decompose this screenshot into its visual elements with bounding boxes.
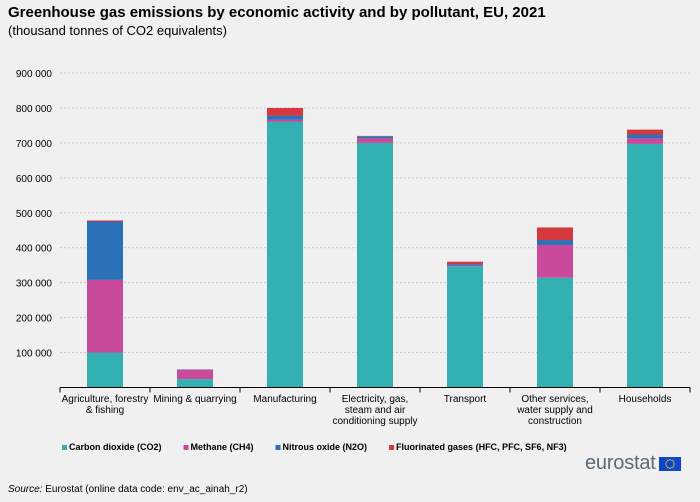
bar-segment — [627, 134, 663, 139]
y-tick-label: 800 000 — [16, 104, 53, 115]
bar-segment — [447, 264, 483, 266]
y-tick-label: 900 000 — [16, 69, 53, 80]
bar-segment — [87, 352, 123, 388]
flag-star — [666, 459, 669, 461]
bar-segment — [357, 136, 393, 139]
flag-star — [672, 460, 675, 463]
bar-segment — [267, 107, 303, 116]
bar-segment — [447, 261, 483, 265]
legend-swatch — [62, 445, 67, 450]
bar-segment — [537, 227, 573, 241]
flag-star — [672, 464, 675, 467]
flag-star — [665, 464, 667, 467]
flag-star — [671, 459, 673, 461]
x-tick-label: Agriculture, forestry — [62, 394, 149, 405]
flag-star — [668, 458, 671, 460]
flag-star — [671, 466, 673, 468]
legend-label: Nitrous oxide (N2O) — [283, 442, 368, 452]
legend-label: Methane (CH4) — [191, 442, 254, 452]
bar-segment — [627, 143, 663, 388]
bar-segment — [537, 244, 573, 278]
y-tick-label: 500 000 — [16, 209, 53, 220]
x-tick-label: water supply and — [516, 405, 593, 416]
bar-segment — [447, 265, 483, 267]
flag-star — [668, 467, 671, 469]
flag-star — [673, 462, 675, 465]
bar-segment — [357, 142, 393, 388]
bar-segment — [87, 279, 123, 353]
x-tick-label: conditioning supply — [332, 416, 417, 427]
bar-segment — [87, 221, 123, 280]
flag-star — [665, 460, 667, 463]
y-tick-label: 600 000 — [16, 174, 53, 185]
legend-swatch — [275, 445, 281, 450]
bar-segment — [627, 129, 663, 135]
bar-segment — [267, 121, 303, 388]
bar-segment — [177, 369, 213, 380]
x-tick-label: Other services, — [521, 394, 588, 405]
legend-label: Carbon dioxide (CO2) — [69, 442, 162, 452]
source-label: Source: — [8, 484, 43, 495]
x-tick-label: Electricity, gas, — [342, 394, 409, 405]
chart-title: Greenhouse gas emissions by economic act… — [8, 4, 546, 21]
source-note: Source: Eurostat (online data code: env_… — [8, 484, 248, 495]
eu-flag-icon — [658, 456, 681, 471]
x-tick-label: Households — [619, 394, 672, 405]
x-tick-label: Mining & quarrying — [153, 394, 236, 405]
x-tick-label: & fishing — [86, 405, 124, 416]
bar-segment — [627, 138, 663, 144]
bar-segment — [537, 240, 573, 245]
source-text: Eurostat (online data code: env_ac_ainah… — [42, 484, 248, 495]
chart-subtitle: (thousand tonnes of CO2 equivalents) — [8, 23, 227, 38]
bar-segment — [447, 266, 483, 388]
bar-segment — [357, 138, 393, 143]
legend-swatch — [183, 445, 189, 450]
legend-label: Fluorinated gases (HFC, PFC, SF6, NF3) — [396, 442, 567, 452]
flag-star — [664, 462, 667, 465]
bar-segment — [267, 119, 303, 122]
logo-text: eurostat — [585, 452, 656, 474]
y-tick-label: 300 000 — [16, 279, 53, 290]
y-tick-label: 700 000 — [16, 139, 53, 150]
y-tick-label: 400 000 — [16, 244, 53, 255]
x-tick-label: steam and air — [345, 405, 406, 416]
legend-swatch — [389, 445, 395, 450]
bar-segment — [537, 277, 573, 388]
x-tick-label: Manufacturing — [253, 394, 316, 405]
y-tick-label: 100 000 — [16, 349, 53, 360]
bar-segment — [87, 220, 123, 222]
x-tick-label: Transport — [444, 394, 487, 405]
bar-segment — [267, 115, 303, 120]
flag-star — [666, 466, 669, 468]
y-tick-label: 200 000 — [16, 314, 53, 325]
x-tick-label: construction — [528, 416, 582, 427]
bar-segment — [177, 379, 213, 388]
eurostat-logo: eurostat — [585, 452, 681, 475]
